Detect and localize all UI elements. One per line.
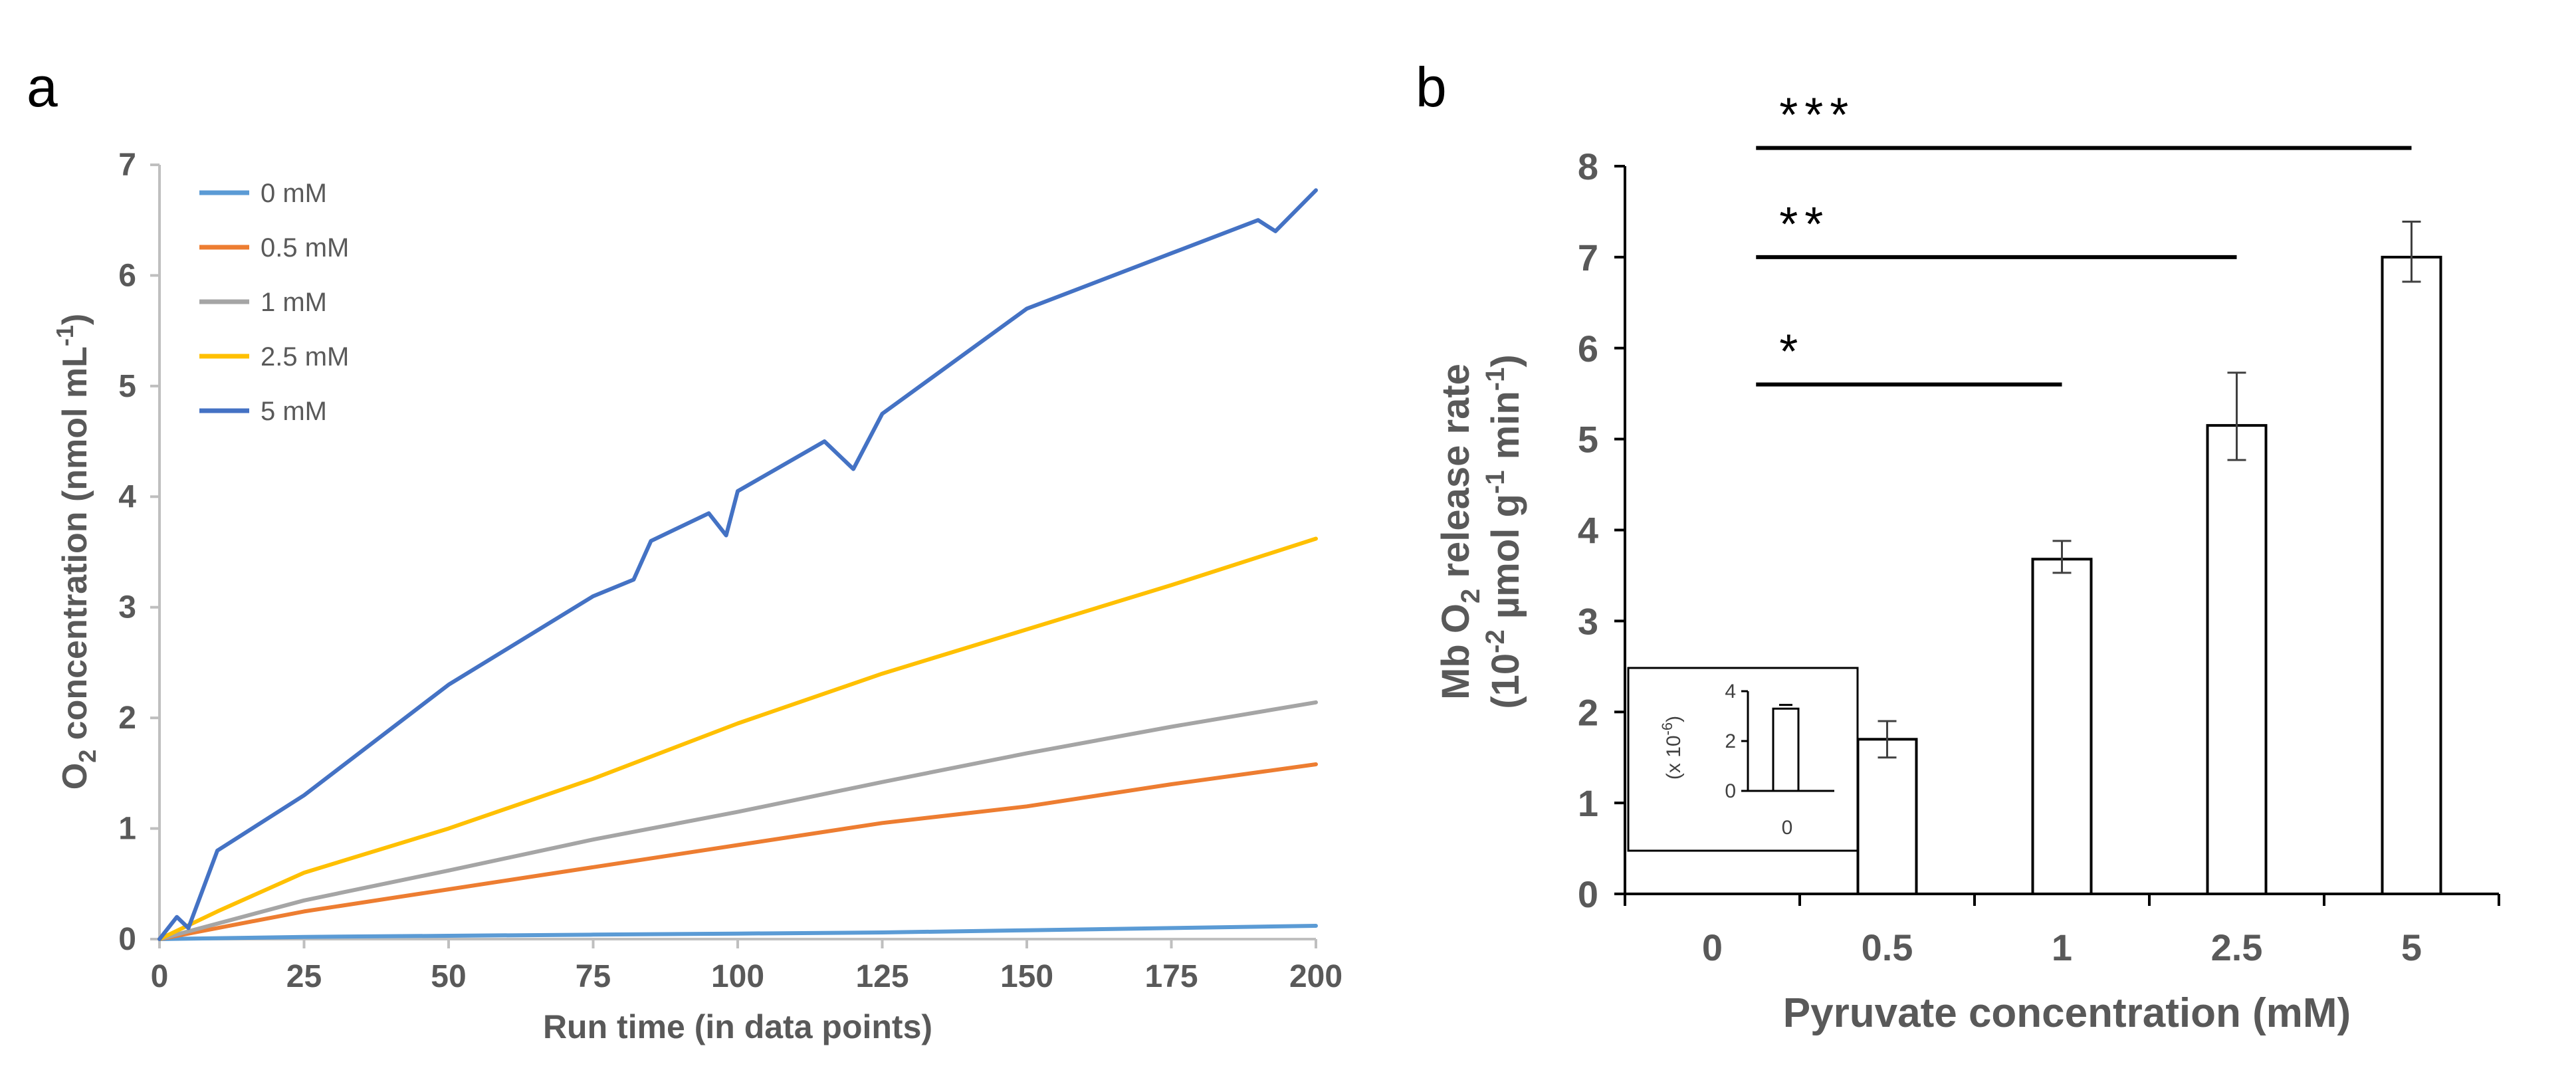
b-x-axis-title: Pyruvate concentration (mM)	[1783, 990, 2351, 1036]
b-y-tick-label: 8	[1578, 146, 1598, 187]
b-bar	[1856, 738, 1918, 895]
b-x-tick-label: 5	[2401, 926, 2422, 968]
a-y-tick-label: 7	[118, 148, 136, 183]
a-x-tick-label: 175	[1144, 959, 1198, 994]
b-inset-x-tick-label: 0	[1782, 817, 1793, 839]
a-y-tick-label: 6	[118, 258, 136, 293]
b-x-tick-label: 1	[2052, 926, 2072, 968]
a-x-tick-label: 50	[431, 959, 466, 994]
b-inset-bar	[1772, 707, 1800, 792]
b-inset-y-tick-label: 0	[1725, 780, 1736, 802]
a-x-tick-label: 125	[855, 959, 909, 994]
b-y-tick-label: 0	[1578, 873, 1598, 915]
b-y-tick-label: 7	[1578, 237, 1598, 278]
a-x-tick-label: 0	[151, 959, 169, 994]
b-inset-y-tick-label: 4	[1725, 681, 1736, 702]
b-x-tick-label: 2.5	[2211, 926, 2263, 968]
b-y-tick-label: 2	[1578, 691, 1598, 733]
a-y-tick-label: 3	[118, 590, 136, 625]
a-y-tick-label: 0	[118, 922, 136, 957]
b-y-tick-label: 4	[1578, 510, 1598, 552]
a-legend-label: 0.5 mM	[261, 233, 349, 263]
b-bar	[2206, 424, 2268, 895]
b-x-tick-label: 0	[1702, 926, 1723, 968]
b-y-tick-label: 1	[1578, 782, 1598, 824]
a-legend-label: 0 mM	[261, 179, 327, 208]
a-y-tick-label: 5	[118, 369, 136, 404]
b-inset-y-label: (x 10-6)	[1659, 716, 1685, 780]
b-significance-stars: *	[1779, 326, 1804, 379]
panel-a-chart: 0 1 2 3 4 5 6 7 0 25 50 75 100 125 150 175 200 0 mM 0.5 …	[51, 148, 1342, 1045]
a-y-tick-label: 4	[118, 479, 136, 514]
b-y-tick-label: 3	[1578, 600, 1598, 642]
b-bar	[2381, 255, 2442, 895]
a-legend-label: 1 mM	[261, 288, 327, 317]
b-inset-y-tick-label: 2	[1725, 730, 1736, 752]
a-x-tick-label: 25	[286, 959, 322, 994]
a-x-tick-label: 150	[1000, 959, 1053, 994]
a-series-line-1	[158, 762, 1318, 941]
a-x-tick-label: 100	[711, 959, 764, 994]
b-x-tick-label: 0.5	[1862, 926, 1913, 968]
a-series-line-2	[158, 700, 1318, 941]
b-significance-stars: **	[1779, 198, 1830, 251]
b-bar	[2031, 558, 2093, 895]
a-legend-label: 2.5 mM	[261, 342, 349, 372]
a-x-tick-label: 75	[576, 959, 611, 994]
panel-b-label: b	[1416, 56, 1447, 118]
b-y-tick-label: 6	[1578, 328, 1598, 370]
a-y-tick-label: 1	[118, 811, 136, 847]
a-y-tick-label: 2	[118, 701, 136, 736]
a-series-line-4	[158, 188, 1318, 941]
a-x-tick-label: 200	[1289, 959, 1342, 994]
b-inset: (x 10-6) 0 2 4 0	[1627, 667, 1859, 852]
a-y-axis-title: O2 concentration (nmol mL-1)	[51, 314, 101, 790]
a-legend-label: 5 mM	[261, 397, 327, 426]
b-y-axis-title-line1: Mb O2 release rate	[1434, 364, 1485, 700]
b-inset-frame	[1627, 667, 1859, 852]
a-series-line-0	[158, 924, 1318, 941]
a-series-line-3	[158, 536, 1318, 941]
b-y-axis-title-line2: (10-2 µmol g-1 min-1)	[1481, 354, 1527, 708]
b-significance-stars: ***	[1779, 89, 1855, 142]
a-x-axis-title: Run time (in data points)	[543, 1008, 932, 1045]
panel-a-label: a	[27, 56, 58, 118]
b-y-tick-label: 5	[1578, 419, 1598, 461]
